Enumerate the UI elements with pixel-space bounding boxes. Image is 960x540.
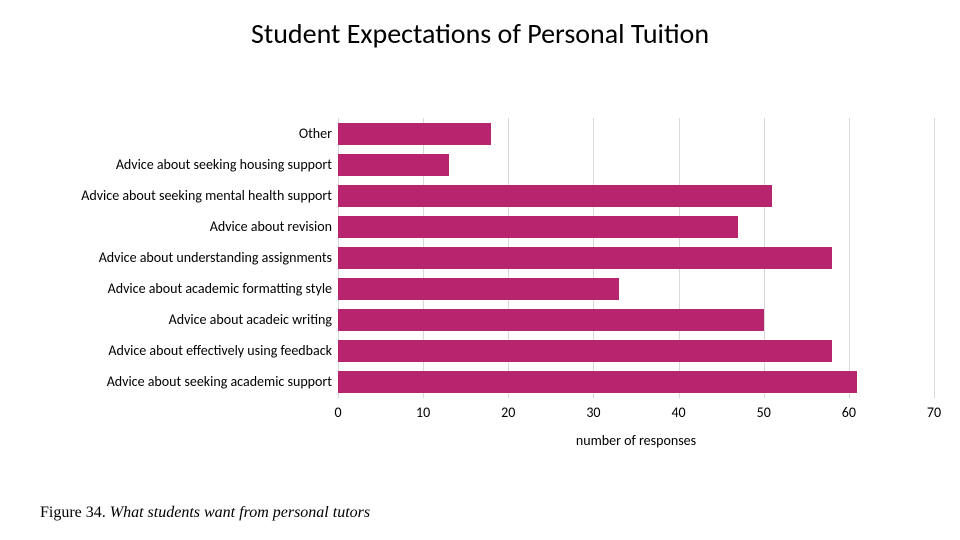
bar-row [338, 242, 832, 273]
y-axis-label: Advice about revision [22, 218, 332, 235]
y-axis-label: Advice about understanding assignments [22, 249, 332, 266]
x-tick-label: 40 [671, 404, 685, 421]
figure-caption: Figure 34. What students want from perso… [40, 504, 370, 522]
gridline [934, 118, 935, 398]
bar-row [338, 118, 491, 149]
chart-title: Student Expectations of Personal Tuition [0, 16, 960, 51]
y-axis-label: Other [22, 125, 332, 142]
bar-row [338, 274, 619, 305]
bar [338, 216, 738, 238]
bar [338, 123, 491, 145]
page: Student Expectations of Personal Tuition… [0, 0, 960, 540]
x-tick-label: 30 [586, 404, 600, 421]
x-tick-label: 10 [416, 404, 430, 421]
bar-row [338, 180, 772, 211]
x-tick-label: 20 [501, 404, 515, 421]
bar [338, 154, 449, 176]
y-axis-label: Advice about seeking academic support [22, 373, 332, 390]
bar-row [338, 336, 832, 367]
bar-row [338, 149, 449, 180]
chart-area: Other Advice about seeking housing suppor… [22, 118, 934, 428]
bar-row [338, 367, 857, 398]
bar [338, 309, 764, 331]
bar [338, 247, 832, 269]
x-tick-label: 60 [842, 404, 856, 421]
y-axis-label: Advice about seeking housing support [22, 156, 332, 173]
y-axis-label: Advice about acadeic writing [22, 311, 332, 328]
x-tick-label: 50 [757, 404, 771, 421]
figure-text: What students want from personal tutors [106, 504, 370, 521]
y-axis-label: Advice about academic formatting style [22, 280, 332, 297]
y-axis-label: Advice about seeking mental health suppo… [22, 187, 332, 204]
bar [338, 340, 832, 362]
x-tick-label: 70 [927, 404, 941, 421]
gridline [849, 118, 850, 398]
bar [338, 278, 619, 300]
bar [338, 185, 772, 207]
bar [338, 371, 857, 393]
y-axis-label: Advice about effectively using feedback [22, 342, 332, 359]
figure-number: Figure 34. [40, 504, 106, 521]
x-tick-label: 0 [334, 404, 341, 421]
x-axis-title: number of responses [338, 432, 934, 449]
bar-row [338, 211, 738, 242]
plot-region [338, 118, 934, 398]
bar-row [338, 305, 764, 336]
